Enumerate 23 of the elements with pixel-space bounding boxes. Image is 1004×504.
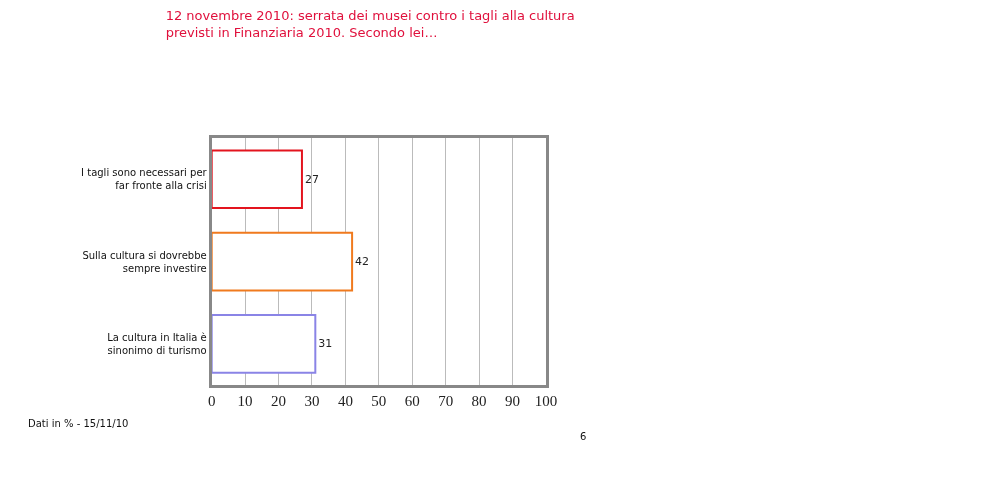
text: 6 — [580, 431, 587, 442]
x-tick-label: 50 — [371, 393, 387, 410]
chart-title: 12 novembre 2010: serrata dei musei contro i tagli alla cultura previsti in Finanziaria 2010. Secondo lei… — [165, 8, 575, 41]
data-label: 31 — [318, 337, 333, 351]
x-tick-label: 10 — [237, 393, 253, 410]
x-tick-label: 90 — [505, 393, 521, 410]
x-tick-label: 100 — [534, 393, 558, 410]
x-tick-label: 30 — [304, 393, 320, 410]
data-label: 27 — [304, 172, 319, 186]
x-tick-label: 60 — [404, 393, 420, 410]
x-tick-label: 20 — [271, 393, 287, 410]
x-tick-label: 80 — [471, 393, 487, 410]
x-tick-label: 40 — [337, 393, 353, 410]
data-label: 42 — [355, 255, 370, 269]
bar — [211, 231, 354, 292]
x-tick-label: 70 — [438, 393, 454, 410]
bar — [211, 314, 317, 374]
x-tick-label: 0 — [207, 393, 216, 410]
y-tick-label: I tagli sono necessari per far fronte alla crisi — [81, 167, 208, 192]
bar — [211, 149, 303, 210]
text: Dati in % - 15/11/10 — [28, 418, 129, 429]
y-tick-label: La cultura in Italia è sinonimo di turismo — [107, 331, 207, 356]
y-tick-label: Sulla cultura si dovrebbe sempre investire — [82, 249, 207, 274]
